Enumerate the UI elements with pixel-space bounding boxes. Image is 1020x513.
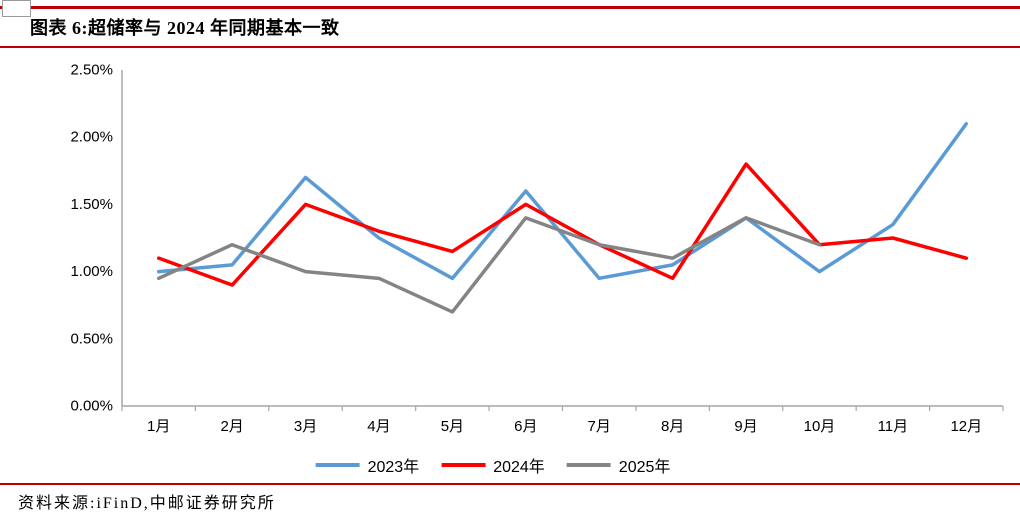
figure-title: 图表 6:超储率与 2024 年同期基本一致 [30,18,340,38]
x-tick-label: 11月 [878,418,909,435]
top-rule [0,6,1020,9]
legend-label-2023: 2023年 [367,459,420,476]
x-tick-label: 4月 [367,418,390,435]
y-tick-label: 1.50% [70,196,113,213]
y-tick-label: 2.00% [70,129,113,146]
y-tick-label: 0.00% [70,398,113,415]
bottom-rule [0,483,1020,485]
page-corner-artifact [2,0,31,17]
x-tick-label: 7月 [588,418,611,435]
x-tick-label: 8月 [661,418,684,435]
legend-item-2024: 2024年 [441,453,545,477]
series-line-2023年 [156,122,969,281]
y-tick-label: 0.50% [70,330,113,347]
x-tick-label: 2月 [220,418,243,435]
x-tick-label: 3月 [294,418,317,435]
y-tick-label: 1.00% [70,263,113,280]
series-line-2025年 [156,216,822,314]
legend-swatch-2024 [441,463,486,467]
x-tick-label: 6月 [514,418,537,435]
y-tick-label: 2.50% [70,62,113,79]
x-tick-label: 1月 [147,418,170,435]
legend-swatch-2025 [566,463,611,467]
legend-swatch-2023 [315,463,360,467]
legend-item-2023: 2023年 [315,453,420,477]
x-tick-label: 10月 [804,418,836,435]
header-rule [0,46,1020,48]
x-tick-label: 5月 [441,418,464,435]
x-tick-label: 12月 [950,418,982,435]
x-tick-label: 9月 [734,418,757,435]
chart-legend: 2023年 2024年 2025年 [315,453,671,477]
series-line-2024年 [156,162,969,287]
legend-label-2025: 2025年 [618,459,671,476]
legend-item-2025: 2025年 [566,453,671,477]
legend-label-2024: 2024年 [493,459,545,476]
source-note: 资料来源:iFinD,中邮证券研究所 [18,495,276,512]
